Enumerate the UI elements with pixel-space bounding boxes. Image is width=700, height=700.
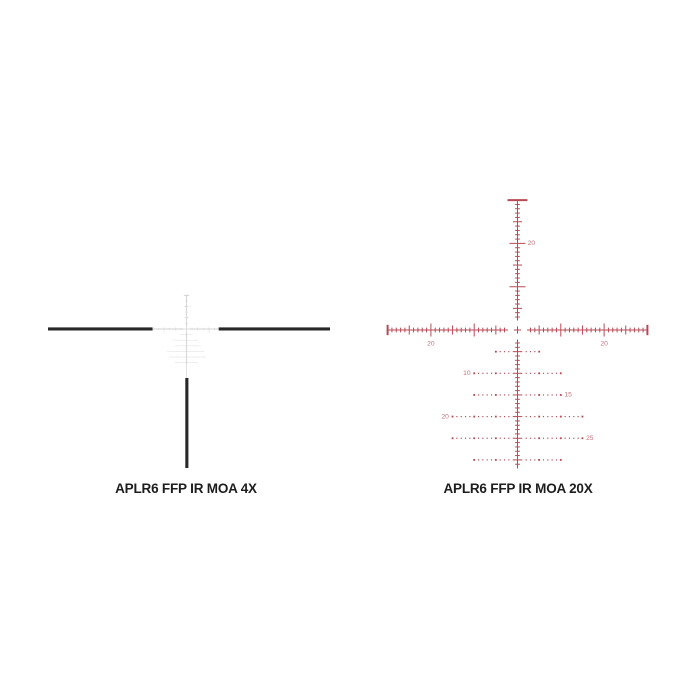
svg-text:15: 15 <box>564 392 572 399</box>
svg-text:20: 20 <box>189 306 192 308</box>
svg-text:20: 20 <box>441 413 449 420</box>
svg-text:25: 25 <box>204 357 207 359</box>
svg-text:10: 10 <box>172 340 175 342</box>
caption-reticle-4x: APLR6 FFP IR MOA 4X <box>115 481 257 496</box>
svg-text:20: 20 <box>528 240 536 247</box>
svg-text:15: 15 <box>198 345 201 347</box>
svg-text:20: 20 <box>600 341 608 348</box>
svg-text:20: 20 <box>427 341 435 348</box>
svg-text:20: 20 <box>208 332 211 334</box>
caption-reticle-20x: APLR6 FFP IR MOA 20X <box>443 481 593 496</box>
svg-text:25: 25 <box>586 435 594 442</box>
svg-text:20: 20 <box>167 351 170 353</box>
svg-text:10: 10 <box>463 370 471 377</box>
svg-text:20: 20 <box>163 332 166 334</box>
